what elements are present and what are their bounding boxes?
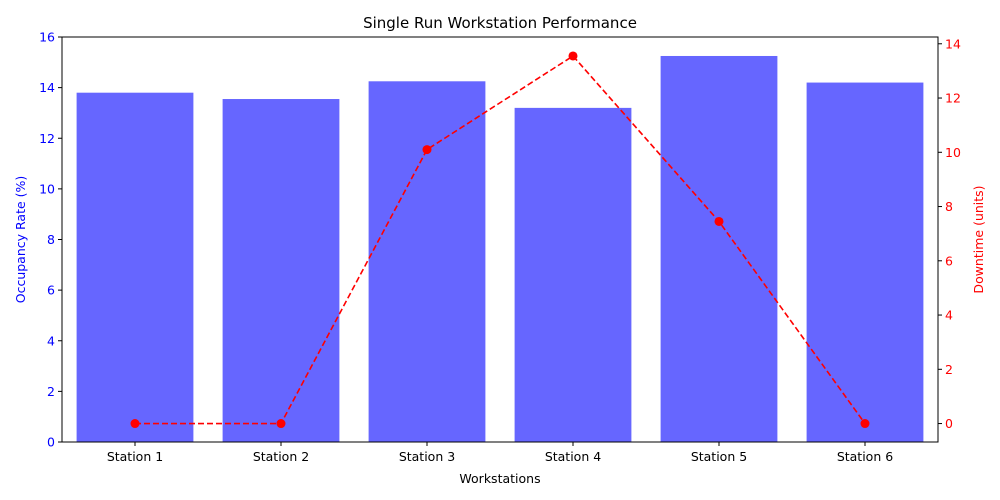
y-left-tick-label: 4	[47, 333, 55, 348]
y-right-tick-label: 4	[945, 308, 953, 323]
line-point	[422, 145, 432, 155]
bar	[806, 82, 924, 442]
bar	[76, 92, 194, 442]
x-tick-label: Station 1	[107, 449, 163, 464]
y-right-tick-label: 14	[945, 36, 961, 51]
line-point	[276, 419, 286, 429]
y-right-tick-label: 2	[945, 362, 953, 377]
y-right-tick-label: 8	[945, 199, 953, 214]
x-tick-label: Station 2	[253, 449, 309, 464]
line-point	[130, 419, 140, 429]
line-point	[714, 216, 724, 226]
line-series	[130, 51, 870, 429]
x-tick-label: Station 3	[399, 449, 455, 464]
y-right-tick-label: 0	[945, 416, 953, 431]
y-axis-left-label: Occupancy Rate (%)	[13, 176, 28, 304]
line-point	[860, 419, 870, 429]
bar	[660, 55, 778, 442]
y-right-tick-label: 12	[945, 91, 961, 106]
chart-title: Single Run Workstation Performance	[363, 14, 637, 32]
y-right-tick-label: 10	[945, 145, 961, 160]
y-right-tick-label: 6	[945, 253, 953, 268]
y-left-tick-label: 16	[39, 30, 55, 45]
line-point	[568, 51, 578, 61]
y-left-tick-label: 6	[47, 283, 55, 298]
x-axis-label: Workstations	[459, 471, 540, 486]
y-left-tick-label: 8	[47, 232, 55, 247]
downtime-line	[135, 54, 866, 425]
x-tick-label: Station 5	[691, 449, 747, 464]
x-tick-label: Station 4	[545, 449, 601, 464]
y-left-tick-label: 10	[39, 181, 55, 196]
y-axis-right: 0 2 4 6 8 10 12 14	[938, 36, 961, 431]
x-tick-label: Station 6	[837, 449, 893, 464]
y-left-tick-label: 2	[47, 384, 55, 399]
bar	[514, 107, 632, 442]
bar	[368, 81, 486, 442]
bar-series	[76, 55, 924, 442]
y-left-tick-label: 12	[39, 131, 55, 146]
bar	[222, 99, 340, 442]
y-axis-right-label: Downtime (units)	[971, 185, 986, 293]
y-left-tick-label: 14	[39, 80, 55, 95]
y-axis-left: 0 2 4 6 8 10 12 14 16	[39, 30, 62, 450]
y-left-tick-label: 0	[47, 435, 55, 450]
x-axis: Station 1 Station 2 Station 3 Station 4 Stat…	[107, 442, 893, 464]
